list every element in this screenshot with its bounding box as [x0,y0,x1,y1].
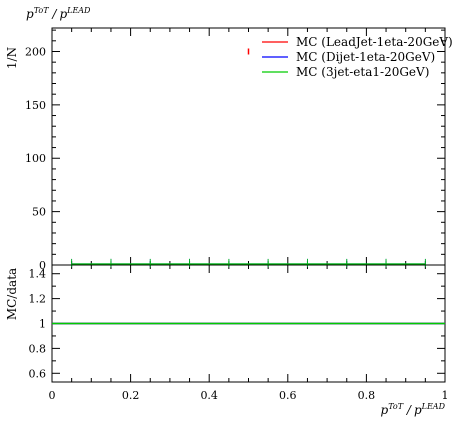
x-tick-label: 0.8 [358,389,376,402]
main-y-tick-label: 0 [39,259,46,272]
xlabel-sep: / [406,403,413,417]
title-sup2: LEAD [66,6,91,15]
x-tick-label: 1 [442,389,449,402]
main-y-tick-label: 50 [32,206,46,219]
x-tick-label: 0 [49,389,56,402]
plot-title: pToT / pLEAD [26,6,91,21]
xlabel-p: p [381,403,389,417]
x-tick-label: 0.6 [279,389,297,402]
ratio-y-tick-label: 0.8 [29,342,47,355]
xlabel-p2: p [414,403,422,417]
legend-label-2: MC (3jet-eta1-20GeV) [296,65,429,79]
ratio-y-tick-label: 1.2 [29,293,47,306]
legend: MC (LeadJet-1eta-20GeV)MC (Dijet-1eta-20… [262,35,453,79]
ratio-y-tick-label: 1.4 [29,268,47,281]
main-y-tick-label: 150 [25,99,46,112]
title-p: p [26,7,34,21]
x-tick-label: 0.2 [122,389,140,402]
ratio-ylabel: MC/data [5,268,19,320]
main-series-group [52,48,445,267]
title-p2: p [59,7,67,21]
xlabel-sup2: LEAD [421,402,446,411]
x-tick-label: 0.4 [200,389,218,402]
title-sep: / [51,7,58,21]
ratio-y-tick-label: 0.6 [29,367,47,380]
x-ticks: 0 0.2 0.4 0.6 0.8 1 [49,28,449,402]
ratio-y-tick-label: 1 [39,318,46,331]
legend-label-0: MC (LeadJet-1eta-20GeV) [296,35,453,49]
main-ylabel: 1/N [5,47,19,69]
x-axis-label: pToT / pLEAD [381,402,446,417]
ratio-y-ticks: 0.6 0.8 1 1.2 1.4 [29,268,445,380]
legend-label-1: MC (Dijet-1eta-20GeV) [296,50,435,64]
title-sup: ToT [34,6,50,15]
main-y-tick-label: 100 [25,152,46,165]
xlabel-sup: ToT [388,402,404,411]
main-y-tick-label: 200 [25,45,46,58]
